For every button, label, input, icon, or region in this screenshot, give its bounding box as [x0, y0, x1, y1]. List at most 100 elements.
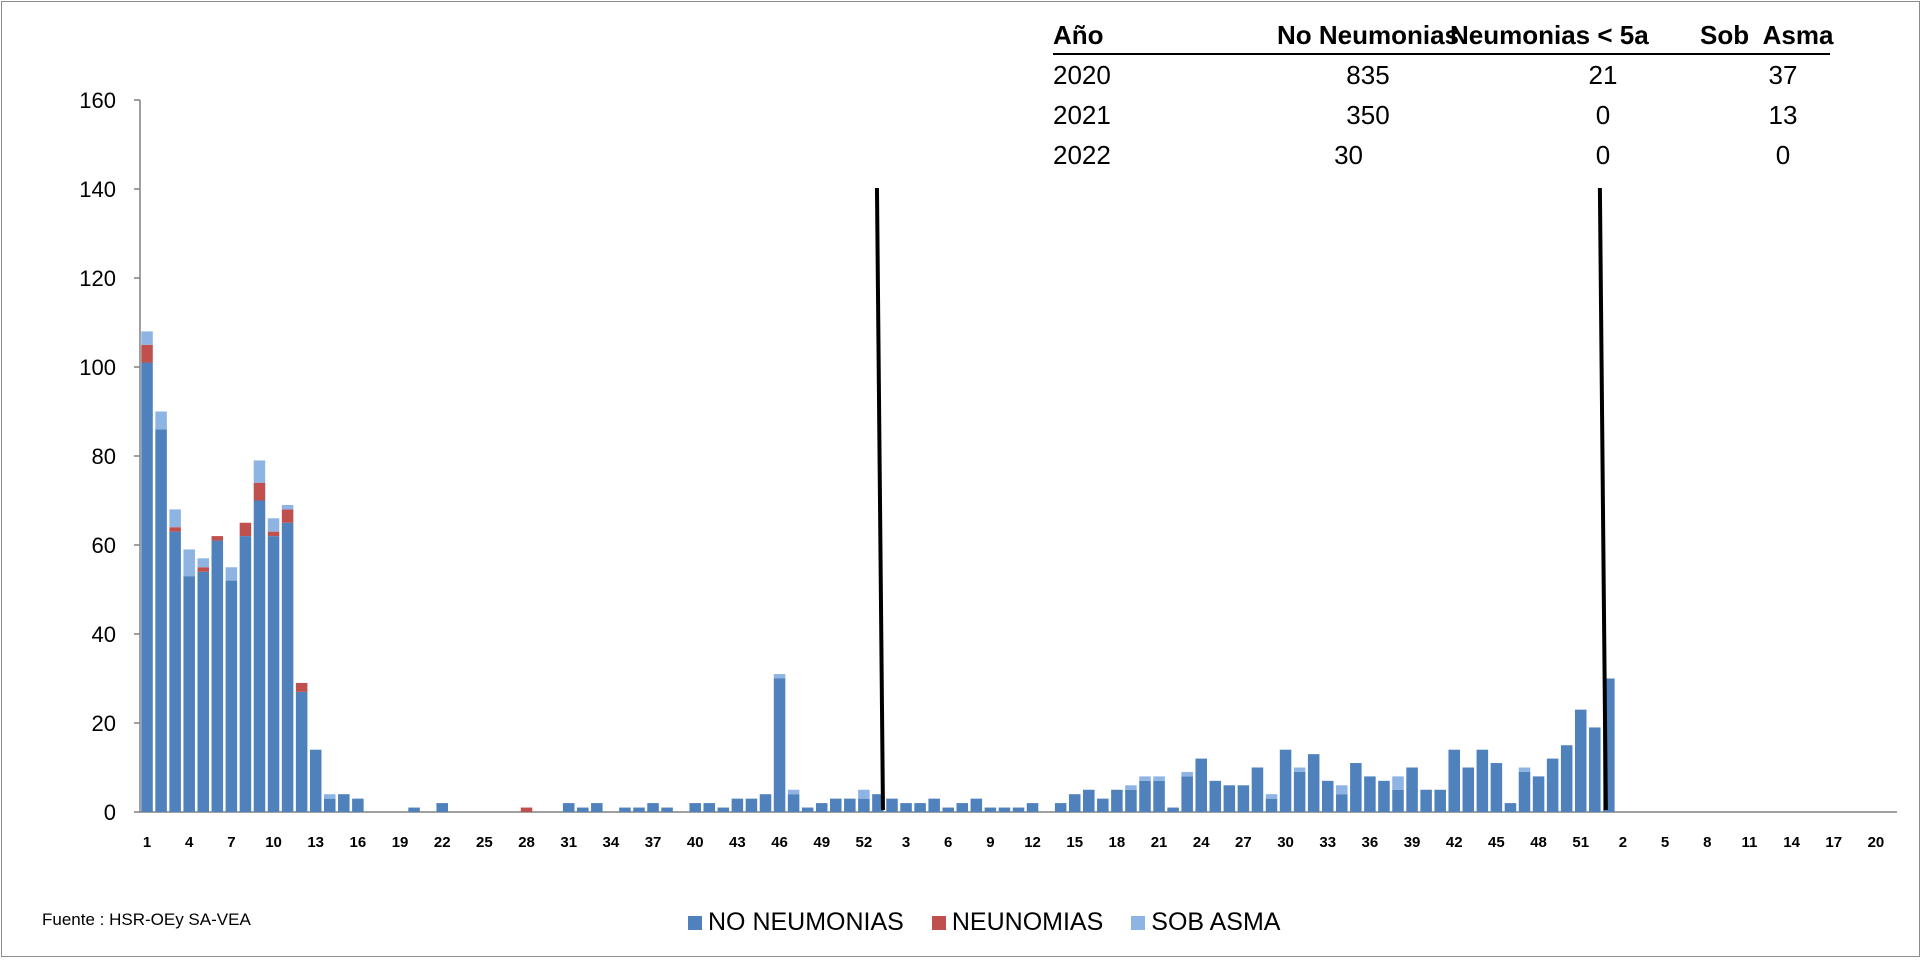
bar-segment-no-neumonias	[436, 803, 448, 812]
x-tick-label: 18	[1109, 834, 1126, 851]
bar-segment-sob-asma	[183, 549, 195, 577]
bar-segment-no-neumonias	[998, 807, 1011, 812]
bar-segment-sob-asma	[1518, 767, 1531, 772]
bar-segment-no-neumonias	[1476, 749, 1489, 812]
header-no-neumonias: No Neumonias	[1276, 20, 1460, 50]
bar-segment-sob-asma	[1125, 785, 1137, 790]
bar-segment-no-neumonias	[1026, 803, 1039, 812]
bar-segment-neunomias	[169, 527, 181, 532]
bar-segment-no-neumonias	[169, 531, 181, 812]
bar-segment-no-neumonias	[1307, 754, 1320, 812]
bar-segment-sob-asma	[141, 331, 153, 345]
bar-segment-no-neumonias	[211, 540, 224, 812]
bar-segment-no-neumonias	[1321, 780, 1334, 812]
bar-segment-sob-asma	[253, 460, 266, 483]
bar-segment-no-neumonias	[914, 803, 926, 812]
bar-segment-no-neumonias	[1532, 776, 1545, 812]
cell-no-neumonias: 835	[1346, 60, 1390, 90]
bar-segment-no-neumonias	[1265, 798, 1278, 812]
cell-sob-asma: 13	[1768, 100, 1798, 130]
x-tick-label: 21	[1151, 834, 1168, 851]
bar-segment-neunomias	[253, 482, 266, 501]
bar-segment-no-neumonias	[970, 798, 983, 812]
bar-segment-sob-asma	[155, 411, 167, 430]
bar-segment-neunomias	[141, 344, 153, 363]
x-tick-label: 39	[1404, 834, 1421, 851]
bar-segment-sob-asma	[787, 789, 800, 795]
bar-segment-no-neumonias	[872, 794, 884, 812]
source-note: Fuente : HSR-OEy SA-VEA	[42, 910, 251, 929]
x-tick-label: 20	[1868, 834, 1885, 851]
bar-segment-no-neumonias	[1195, 758, 1207, 812]
bar-segment-no-neumonias	[253, 500, 266, 812]
x-tick-label: 49	[813, 834, 830, 851]
cell-neumonias: 0	[1595, 140, 1611, 170]
bar-segment-no-neumonias	[267, 536, 280, 812]
x-tick-label: 13	[307, 834, 324, 851]
bar-segment-no-neumonias	[1054, 803, 1067, 812]
bar-segment-no-neumonias	[1420, 789, 1432, 812]
bar-segment-no-neumonias	[633, 807, 645, 812]
bar-segment-no-neumonias	[295, 691, 308, 812]
header-neumonias: Neumonias < 5a	[1450, 20, 1649, 50]
x-tick-label: 45	[1488, 834, 1505, 851]
bar-segment-neunomias	[197, 567, 210, 572]
bar-segment-no-neumonias	[591, 803, 603, 812]
x-tick-label: 3	[902, 834, 910, 851]
bar-segment-no-neumonias	[801, 807, 814, 812]
bar-segment-no-neumonias	[815, 803, 828, 812]
bar-segment-sob-asma	[858, 789, 870, 799]
cell-no-neumonias: 30	[1334, 140, 1363, 170]
legend-label: SOB ASMA	[1151, 908, 1281, 936]
x-tick-label: 1	[143, 834, 151, 851]
bar-segment-no-neumonias	[745, 798, 758, 812]
table-row: 2022 30 0 0	[1053, 140, 1830, 180]
bar-segment-no-neumonias	[408, 807, 420, 812]
bar-segment-no-neumonias	[141, 362, 153, 812]
bar-segment-no-neumonias	[338, 794, 350, 812]
bar-segment-sob-asma	[267, 518, 280, 532]
bar-segment-no-neumonias	[1574, 709, 1587, 812]
y-tick-label: 40	[92, 622, 116, 647]
bar-segment-no-neumonias	[1279, 749, 1292, 812]
bar-segment-no-neumonias	[197, 571, 210, 812]
x-tick-label: 8	[1703, 834, 1711, 851]
bar-segment-no-neumonias	[1392, 789, 1404, 812]
bar-segment-no-neumonias	[984, 807, 997, 812]
x-axis: 1 4 7 10 13 16 19 22 25 28 31 34 37 40 43 46 49 52 3 6 9 12 15…	[140, 811, 1897, 851]
bar-segment-sob-asma	[225, 567, 238, 581]
bar-segment-no-neumonias	[1546, 758, 1559, 812]
bar-segment-no-neumonias	[1111, 789, 1123, 812]
legend-swatch	[688, 915, 702, 930]
bar-segment-no-neumonias	[352, 798, 364, 812]
x-tick-label: 25	[476, 834, 493, 851]
bar-segment-no-neumonias	[323, 798, 336, 812]
bar-segment-no-neumonias	[1504, 803, 1517, 812]
bar-segment-no-neumonias	[1490, 763, 1503, 812]
table-row: 2020 835 21 37	[1053, 60, 1830, 100]
bar-segment-sob-asma	[323, 794, 336, 799]
cell-no-neumonias: 350	[1346, 100, 1390, 130]
bar-segment-no-neumonias	[1336, 794, 1348, 812]
bar-segment-no-neumonias	[1139, 780, 1151, 812]
bar-segment-neunomias	[239, 522, 252, 537]
year-separators	[874, 187, 1608, 811]
x-tick-label: 42	[1446, 834, 1463, 851]
y-tick-label: 140	[79, 177, 116, 202]
cell-neumonias: 0	[1595, 100, 1611, 130]
x-tick-label: 14	[1783, 834, 1800, 851]
bar-segment-no-neumonias	[1560, 745, 1573, 812]
year-separator-line	[874, 187, 885, 811]
x-tick-label: 31	[560, 834, 577, 851]
y-tick-label: 0	[104, 800, 116, 825]
bar-segment-sob-asma	[1293, 767, 1306, 772]
x-tick-label: 46	[771, 834, 788, 851]
x-tick-label: 4	[185, 834, 194, 851]
bar-segment-sob-asma	[1336, 785, 1348, 795]
legend-swatch	[1131, 915, 1146, 930]
cell-year: 2022	[1053, 140, 1111, 170]
bar-segment-no-neumonias	[942, 807, 954, 812]
bar-segment-no-neumonias	[225, 580, 238, 812]
bar-segment-sob-asma	[281, 504, 294, 510]
bar-segment-no-neumonias	[239, 536, 252, 812]
